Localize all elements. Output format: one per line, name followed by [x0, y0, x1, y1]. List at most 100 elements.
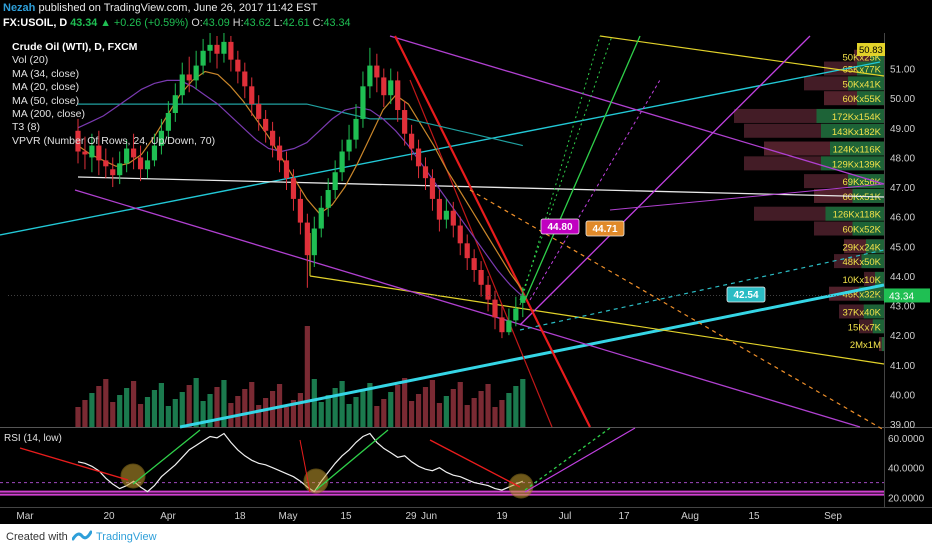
author-name[interactable]: Nezah — [3, 2, 36, 14]
candle-body — [270, 130, 276, 146]
candle-body — [82, 151, 88, 155]
volume-bar — [395, 385, 401, 427]
volume-bar — [200, 401, 206, 427]
candle-body — [297, 198, 303, 223]
publish-info: published on TradingView.com, June 26, 2… — [38, 2, 318, 14]
volume-bar — [422, 387, 429, 427]
legend-ma34[interactable]: MA (34, close) — [12, 67, 80, 80]
time-tick-label: Jun — [421, 511, 437, 522]
candle-body — [242, 71, 248, 87]
price-tick-label: 46.00 — [890, 213, 915, 224]
price-tick-label: 48.00 — [890, 153, 915, 164]
time-tick-label: May — [279, 511, 298, 522]
price-tick-label: 50.00 — [890, 94, 915, 105]
instrument-title[interactable]: Crude Oil (WTI), D, FXCM — [12, 41, 138, 53]
volume-bar — [409, 401, 415, 427]
candle-body — [200, 50, 206, 66]
volume-bar — [214, 387, 220, 427]
volume-bar — [381, 399, 387, 427]
price-annotation-box — [585, 220, 625, 237]
candle-body — [464, 243, 470, 259]
red-downtrend-steep — [394, 35, 591, 428]
vpvr-label: 37Kx40K — [842, 307, 881, 318]
legend-ma20[interactable]: MA (20, close) — [12, 81, 80, 94]
rsi-highlight-circle — [303, 468, 329, 494]
channel-purple-lower — [74, 189, 861, 428]
volume-bar — [360, 390, 366, 427]
candle-body — [89, 145, 95, 158]
candle-body — [457, 225, 463, 244]
vpvr-bar-up — [816, 108, 884, 123]
rsi-title: RSI (14, low) — [4, 433, 62, 444]
candle-body — [290, 178, 297, 199]
candle-body — [235, 59, 241, 72]
current-price-label: 43.34 — [889, 291, 914, 302]
candle-body — [318, 207, 324, 229]
volume-bar — [290, 400, 297, 427]
candle-body — [228, 41, 234, 60]
candle-body — [339, 151, 345, 173]
volume-bar — [193, 378, 199, 427]
volume-bar — [436, 403, 442, 427]
volume-bar — [471, 398, 477, 427]
rsi-highlight-circle — [508, 473, 534, 499]
symbol-label[interactable]: FX:USOIL, D — [3, 17, 68, 29]
purple-rising-line — [519, 35, 811, 326]
vpvr-label: 15Kx7K — [848, 322, 882, 333]
vpvr-label: 50Kx25K — [842, 53, 881, 64]
rsi-line — [77, 432, 524, 493]
volume-bar — [283, 407, 290, 427]
volume-bar — [256, 405, 262, 427]
vpvr-bar-up — [875, 271, 884, 286]
candle-body — [179, 74, 185, 96]
volume-bar — [242, 389, 248, 427]
legend-ma200[interactable]: MA (200, close) — [12, 108, 85, 121]
price-annotation-label: 44.80 — [547, 222, 572, 233]
legend-t3[interactable]: T3 (8) — [12, 121, 41, 134]
rsi-tick-label: 40.0000 — [888, 464, 925, 475]
volume-bar — [172, 399, 178, 427]
trendline-yellow-low — [309, 275, 885, 365]
red-downtrend — [409, 79, 553, 428]
time-tick-label: 18 — [234, 511, 246, 522]
price-tick-label: 51.00 — [890, 65, 915, 76]
price-tick-label: 47.00 — [890, 183, 915, 194]
tradingview-brand-link[interactable]: TradingView — [96, 531, 157, 543]
candle-body — [381, 77, 387, 96]
candle-body — [388, 80, 394, 96]
legend-vpvr[interactable]: VPVR (Number Of Rows, 24, Up/Down, 70) — [12, 134, 216, 147]
volume-bar — [263, 398, 269, 427]
volume-bar — [374, 406, 380, 427]
candle-body — [283, 160, 290, 179]
legend-vol[interactable]: Vol (20) — [12, 54, 49, 67]
rsi-green-trend — [132, 429, 201, 485]
candle-body — [429, 178, 436, 199]
price-tick-label: 41.00 — [890, 361, 915, 372]
volume-bar — [82, 400, 88, 427]
candle-body — [214, 44, 220, 54]
volume-bar — [339, 381, 345, 427]
candle-body — [131, 148, 137, 158]
candle-body — [436, 198, 442, 220]
price-tick-label: 49.00 — [890, 124, 915, 135]
vpvr-bar — [879, 337, 884, 352]
price-annotation-box — [726, 286, 766, 303]
projection-purple-dashed — [529, 79, 661, 301]
candle-body — [103, 160, 109, 167]
volume-bar — [415, 394, 422, 427]
price-tick-label: 45.00 — [890, 242, 915, 253]
volume-bar — [186, 385, 192, 427]
trendline-white — [77, 176, 885, 198]
volume-bar — [520, 379, 526, 427]
trendline-cyan-lower — [179, 283, 885, 429]
footer-bar: Created with TradingView — [0, 524, 932, 550]
price-annotation-label: 44.71 — [592, 224, 617, 235]
volume-bar — [429, 380, 436, 427]
volume-bar — [332, 388, 338, 427]
vpvr-label: 60Kx55K — [842, 94, 881, 105]
legend-ma50[interactable]: MA (50, close) — [12, 94, 80, 107]
volume-bar — [346, 404, 352, 427]
candle-body — [443, 210, 449, 220]
close-label: C: — [312, 17, 324, 29]
